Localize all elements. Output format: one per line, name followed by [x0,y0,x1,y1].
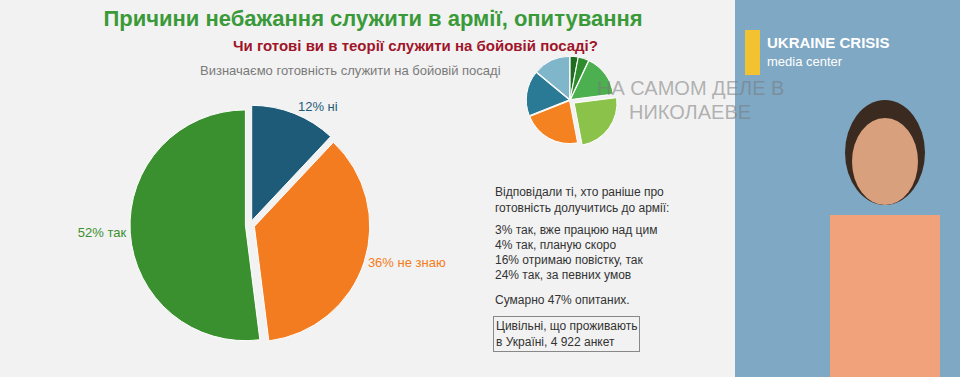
svg-text:12% ні: 12% ні [298,99,338,114]
svg-text:Чи готові ви в теорії служити: Чи готові ви в теорії служити на бойовій… [233,37,598,54]
svg-text:52% так: 52% так [78,225,127,240]
svg-text:UKRAINE CRISIS: UKRAINE CRISIS [767,34,890,51]
svg-text:Відповідали ті, хто раніше про: Відповідали ті, хто раніше проготовність… [495,185,669,215]
svg-text:Причини небажання служити в ар: Причини небажання служити в армії, опиту… [103,6,642,31]
svg-text:Визначаємо готовність служити: Визначаємо готовність служити на бойовій… [200,63,501,78]
svg-text:Цивільні, що проживаютьв Украї: Цивільні, що проживаютьв Україні, 4 922 … [496,319,637,349]
svg-text:Сумарно 47% опитаних.: Сумарно 47% опитаних. [495,293,630,307]
svg-text:4% так, планую скоро: 4% так, планую скоро [495,238,616,252]
svg-text:3% так, вже працюю над цим: 3% так, вже працюю над цим [495,223,657,237]
svg-text:НИКОЛАЕВЕ: НИКОЛАЕВЕ [629,101,751,123]
svg-text:16% отримаю повістку, так: 16% отримаю повістку, так [495,253,643,267]
svg-text:24% так, за певних умов: 24% так, за певних умов [495,268,631,282]
svg-text:36% не знаю: 36% не знаю [368,255,446,270]
svg-text:media center: media center [767,54,843,69]
svg-text:НА САМОМ ДЕЛЕ В: НА САМОМ ДЕЛЕ В [597,77,784,99]
